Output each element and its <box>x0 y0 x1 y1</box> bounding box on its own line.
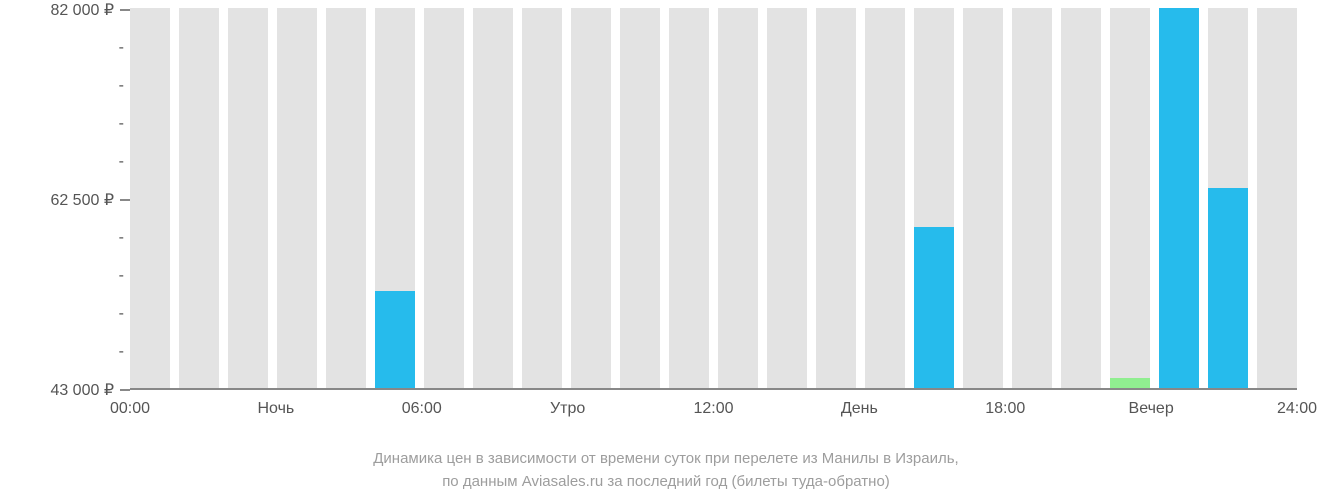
y-axis: 43 000 ₽62 500 ₽82 000 ₽-------- <box>0 0 130 390</box>
bar-bg <box>963 8 1003 388</box>
subtitle-line2: по данным Aviasales.ru за последний год … <box>0 471 1332 494</box>
bar-bg <box>473 8 513 388</box>
bar-value[interactable] <box>1208 188 1248 388</box>
x-label: 06:00 <box>402 400 442 418</box>
x-label: 00:00 <box>110 400 150 418</box>
plot-area <box>130 10 1297 390</box>
y-minor-tick: - <box>119 267 130 285</box>
bar-value[interactable] <box>1110 378 1150 388</box>
bar-bg <box>228 8 268 388</box>
bar-bg <box>865 8 905 388</box>
y-tick: 62 500 ₽ <box>50 190 130 210</box>
bar-bg <box>522 8 562 388</box>
y-minor-dash: - <box>119 39 124 57</box>
y-tick-mark <box>120 199 130 201</box>
subtitle-line1: Динамика цен в зависимости от времени су… <box>0 448 1332 471</box>
bar-value[interactable] <box>914 227 954 388</box>
y-minor-tick: - <box>119 115 130 133</box>
price-by-hour-chart: 43 000 ₽ 62 500 ₽ 82 000 ₽ - - - - - - - - 00:00 Но… <box>0 0 1332 502</box>
y-minor-dash: - <box>119 77 124 95</box>
bar-bg <box>179 8 219 388</box>
y-minor-tick: - <box>119 305 130 323</box>
y-tick: 43 000 ₽ <box>50 380 130 400</box>
bar-bg <box>326 8 366 388</box>
bar-bg <box>718 8 758 388</box>
y-minor-dash: - <box>119 343 124 361</box>
y-tick-mark <box>120 389 130 391</box>
y-minor-dash: - <box>119 115 124 133</box>
x-axis: 00:00Ночь06:00Утро12:00День18:00Вечер24:… <box>130 400 1297 430</box>
bar-bg <box>669 8 709 388</box>
y-tick-label: 62 500 ₽ <box>50 190 114 210</box>
x-label: Вечер <box>1129 400 1174 418</box>
y-tick-label: 82 000 ₽ <box>50 0 114 20</box>
x-label: 24:00 <box>1277 400 1317 418</box>
bar-bg <box>1110 8 1150 388</box>
y-minor-dash: - <box>119 305 124 323</box>
bar-bg <box>620 8 660 388</box>
x-label: 12:00 <box>693 400 733 418</box>
bar-bg <box>1012 8 1052 388</box>
y-minor-tick: - <box>119 153 130 171</box>
x-label: Утро <box>550 400 585 418</box>
bar-bg <box>767 8 807 388</box>
x-label: Ночь <box>257 400 294 418</box>
bar-bg <box>571 8 611 388</box>
chart-subtitle: Динамика цен в зависимости от времени су… <box>0 448 1332 493</box>
y-tick-mark <box>120 9 130 11</box>
bar-value[interactable] <box>375 291 415 388</box>
y-minor-tick: - <box>119 39 130 57</box>
y-minor-tick: - <box>119 229 130 247</box>
y-minor-dash: - <box>119 153 124 171</box>
bar-bg <box>816 8 856 388</box>
x-label: 18:00 <box>985 400 1025 418</box>
y-tick: 82 000 ₽ <box>50 0 130 20</box>
x-label: День <box>841 400 878 418</box>
bar-bg <box>130 8 170 388</box>
bar-bg <box>1061 8 1101 388</box>
y-minor-tick: - <box>119 77 130 95</box>
bar-value[interactable] <box>1159 8 1199 388</box>
bar-bg <box>1257 8 1297 388</box>
y-minor-dash: - <box>119 229 124 247</box>
bar-bg <box>424 8 464 388</box>
y-minor-tick: - <box>119 343 130 361</box>
y-tick-label: 43 000 ₽ <box>50 380 114 400</box>
bar-bg <box>277 8 317 388</box>
y-minor-dash: - <box>119 267 124 285</box>
